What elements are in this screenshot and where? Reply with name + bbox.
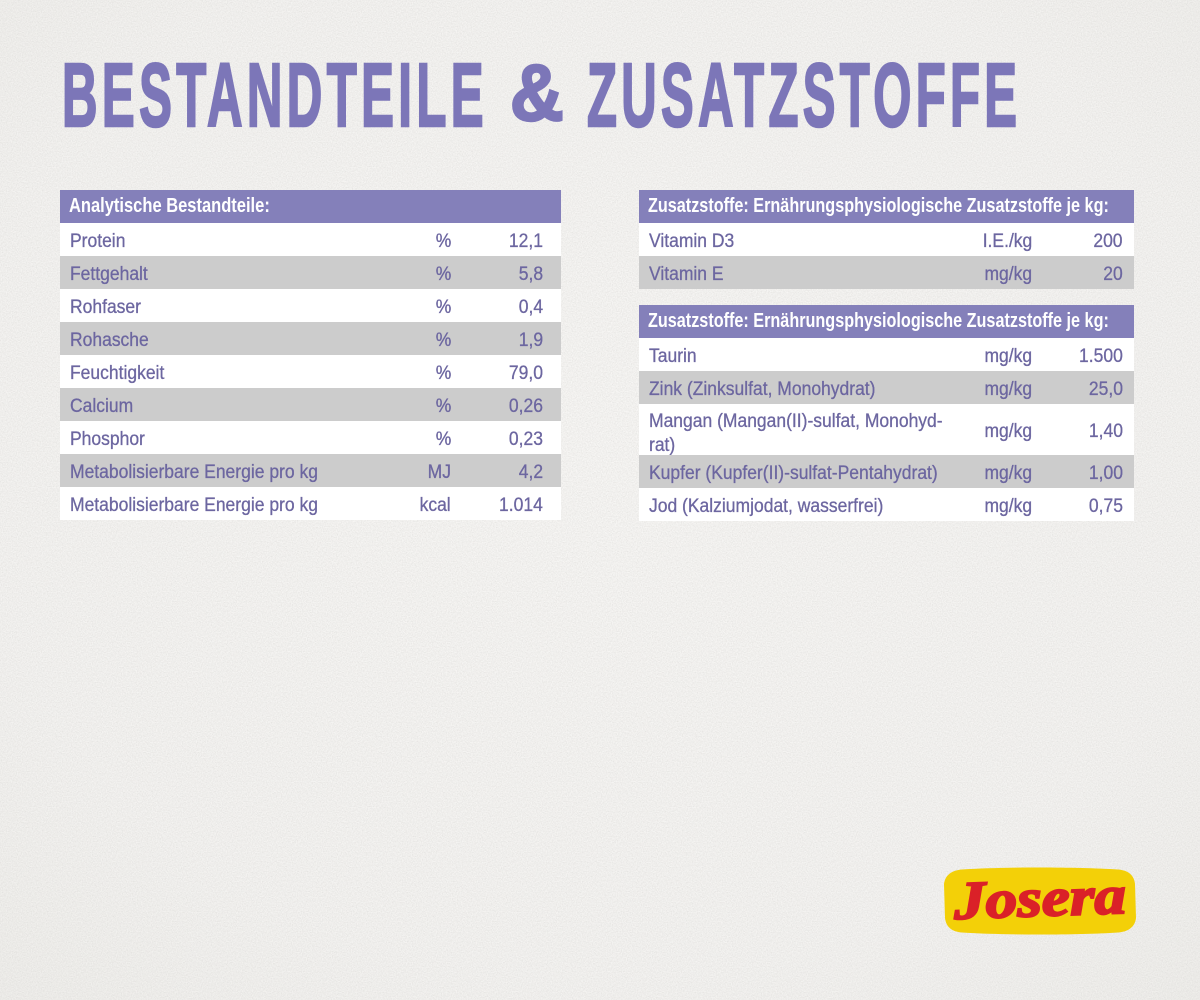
svg-text:Josera: Josera [952,866,1127,931]
